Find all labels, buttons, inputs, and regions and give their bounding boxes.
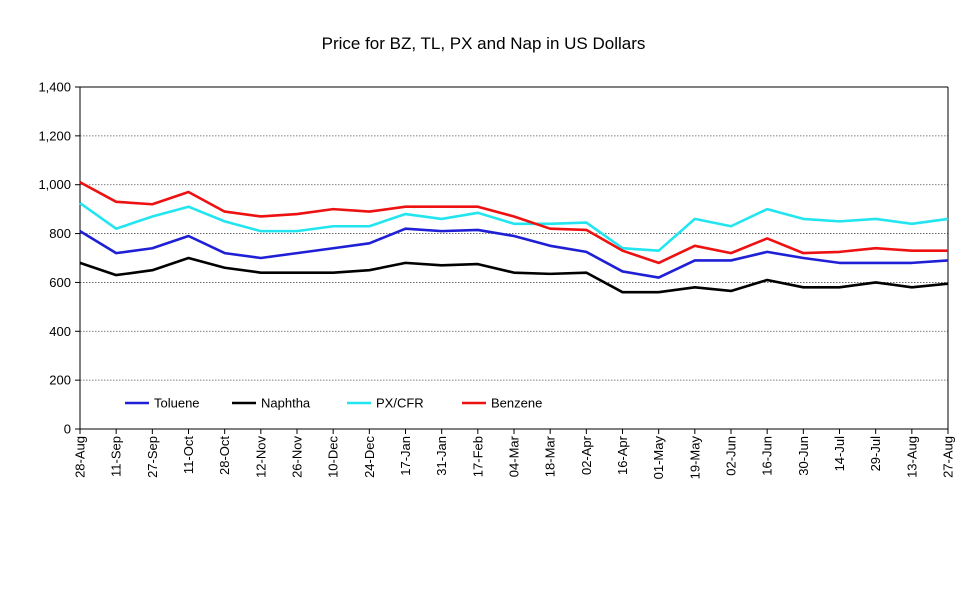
x-tick-label: 10-Dec: [326, 436, 341, 478]
x-tick-label: 29-Jul: [868, 436, 883, 472]
y-tick-label: 0: [64, 422, 71, 437]
x-tick-label: 28-Oct: [217, 436, 232, 475]
x-tick-label: 12-Nov: [253, 436, 268, 478]
x-tick-label: 14-Jul: [832, 436, 847, 472]
x-tick-label: 16-Jun: [760, 436, 775, 476]
x-tick-label: 01-May: [651, 436, 666, 480]
x-tick-label: 17-Feb: [470, 436, 485, 477]
y-tick-label: 1,400: [38, 80, 71, 95]
legend-label: Toluene: [154, 396, 200, 411]
x-tick-label: 16-Apr: [615, 435, 630, 475]
x-tick-label: 13-Aug: [904, 436, 919, 478]
y-tick-label: 200: [49, 373, 71, 388]
series-line-toluene: [79, 227, 949, 279]
x-tick-label: 19-May: [687, 436, 702, 480]
series-line-benzene: [79, 181, 948, 265]
x-tick-label: 27-Sep: [145, 436, 160, 478]
legend-label: PX/CFR: [376, 396, 424, 411]
y-tick-label: 1,000: [38, 177, 71, 192]
x-tick-label: 04-Mar: [507, 435, 522, 477]
x-tick-label: 24-Dec: [362, 436, 377, 478]
x-tick-label: 26-Nov: [290, 436, 305, 478]
y-tick-label: 600: [49, 275, 71, 290]
y-tick-label: 1,200: [38, 128, 71, 143]
series-line-naphtha: [79, 256, 949, 294]
x-tick-label: 31-Jan: [434, 436, 449, 476]
x-tick-label: 28-Aug: [73, 436, 88, 478]
chart-title: Price for BZ, TL, PX and Nap in US Dolla…: [321, 34, 646, 53]
legend-label: Naphtha: [261, 396, 311, 411]
y-tick-label: 400: [49, 324, 71, 339]
x-tick-label: 17-Jan: [398, 436, 413, 476]
x-tick-label: 02-Apr: [579, 435, 594, 475]
x-tick-label: 11-Sep: [109, 436, 124, 477]
legend-label: Benzene: [491, 396, 542, 411]
x-tick-label: 11-Oct: [181, 436, 196, 474]
x-tick-label: 02-Jun: [724, 436, 739, 476]
y-tick-label: 800: [49, 226, 71, 241]
x-tick-label: 30-Jun: [796, 436, 811, 476]
series-line-px-cfr: [79, 201, 949, 252]
x-tick-label: 27-Aug: [941, 436, 956, 478]
x-tick-label: 18-Mar: [543, 435, 558, 477]
